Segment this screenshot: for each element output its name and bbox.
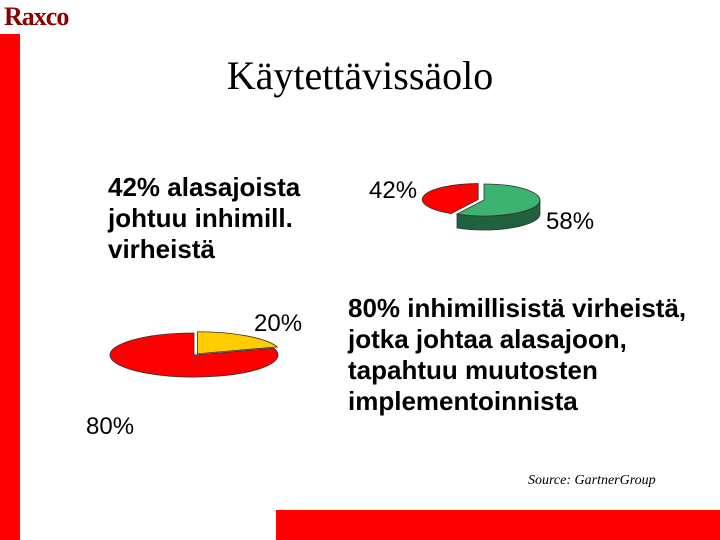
- pie1-label-1: 58%: [546, 208, 594, 235]
- left-text-line-1: 42% alasajoista: [108, 172, 301, 202]
- right-text-line-1: 80% inhimillisistä virheistä,: [348, 293, 687, 323]
- pie2-label-1: 80%: [86, 413, 134, 440]
- pie1-slice-1: [455, 183, 541, 217]
- pie1-label-0: 42%: [369, 177, 417, 204]
- bottom-accent-bar: [276, 510, 720, 540]
- logo: Raxco: [4, 2, 69, 31]
- right-text-line-3: tapahtuu muutosten: [348, 355, 598, 385]
- left-accent-bar: [0, 34, 20, 540]
- left-text-block: 42% alasajoista johtuu inhimill. virheis…: [108, 172, 300, 265]
- right-text-line-4: implementoinnista: [348, 386, 578, 416]
- left-text-line-3: virheistä: [108, 234, 215, 264]
- right-text-line-2: jotka johtaa alasajoon,: [348, 324, 627, 354]
- pie2-label-0: 20%: [254, 310, 302, 337]
- source-note: Source: GartnerGroup: [528, 473, 656, 488]
- pie1-slice-0: [421, 183, 479, 215]
- page-title: Käytettävissäolo: [226, 53, 494, 98]
- right-text-block: 80% inhimillisistä virheistä, jotka joht…: [348, 293, 686, 417]
- pie2-slice-1: [197, 331, 279, 355]
- pie2-slice-0: [109, 332, 279, 378]
- left-text-line-2: johtuu inhimill.: [108, 203, 293, 233]
